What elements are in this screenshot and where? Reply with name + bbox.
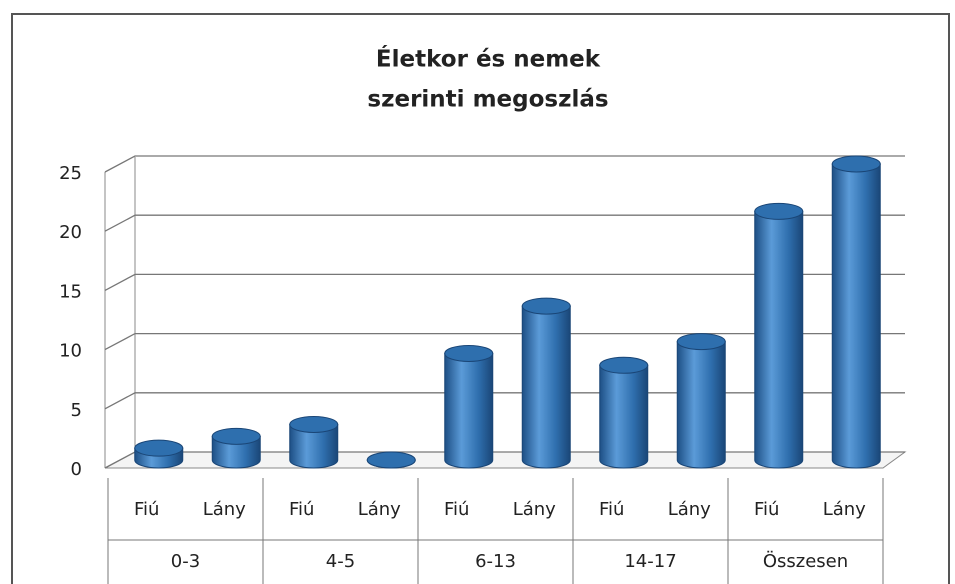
cylinder xyxy=(289,423,339,469)
group-label: Összesen xyxy=(763,550,848,572)
cylinder xyxy=(831,163,881,469)
cylinder xyxy=(599,364,649,469)
group-label: 0-3 xyxy=(171,551,200,572)
x-tick-label: Lány xyxy=(203,499,246,520)
grid-line xyxy=(104,392,905,410)
x-tick-label: Fiú xyxy=(134,499,159,520)
y-tick-label: 25 xyxy=(59,163,82,184)
y-tick-label: 15 xyxy=(59,281,82,302)
x-tick-label: Lány xyxy=(823,499,866,520)
cylinder-top xyxy=(676,333,726,351)
y-tick-label: 10 xyxy=(59,341,82,362)
bars xyxy=(134,155,881,469)
grid-line xyxy=(104,332,905,351)
x-tick-label: Fiú xyxy=(754,499,779,520)
grid-line xyxy=(104,273,905,291)
cylinder xyxy=(676,341,726,469)
group-label: 4-5 xyxy=(326,551,355,572)
y-tick-label: 20 xyxy=(59,222,82,243)
cylinder xyxy=(521,305,571,469)
cylinder xyxy=(754,210,804,469)
cylinder-top xyxy=(289,415,339,433)
cylinder-top xyxy=(366,451,416,469)
chart-title: Életkor és nemek xyxy=(376,45,601,73)
x-tick-label: Lány xyxy=(358,499,401,520)
cylinder xyxy=(444,352,494,469)
x-tick-label: Lány xyxy=(668,499,711,520)
cylinder-top xyxy=(211,427,261,445)
grid-line xyxy=(104,155,905,173)
cylinder-top xyxy=(134,439,184,457)
cylinder-top xyxy=(599,356,649,374)
labels: Fiú Lány Fiú Lány Fiú Lány Fiú Lány Fiú Lány 0-3 4-… xyxy=(107,478,884,584)
y-tick-label: 0 xyxy=(71,459,82,480)
grid: 0 5 10 15 20 25 xyxy=(59,155,905,480)
group-label: 6-13 xyxy=(475,551,516,572)
cylinder-top xyxy=(754,202,804,220)
x-tick-label: Fiú xyxy=(289,499,314,520)
cylinder-top xyxy=(521,297,571,315)
cylinder-top xyxy=(444,344,494,362)
chart-title: szerinti megoszlás xyxy=(367,87,608,113)
x-tick-label: Fiú xyxy=(444,499,469,520)
cylinder-top xyxy=(831,155,881,173)
cylinder xyxy=(211,435,261,469)
x-tick-label: Fiú xyxy=(599,499,624,520)
x-tick-label: Lány xyxy=(513,499,556,520)
y-tick-label: 5 xyxy=(71,400,82,421)
group-label: 14-17 xyxy=(624,551,676,572)
grid-line xyxy=(104,214,905,232)
